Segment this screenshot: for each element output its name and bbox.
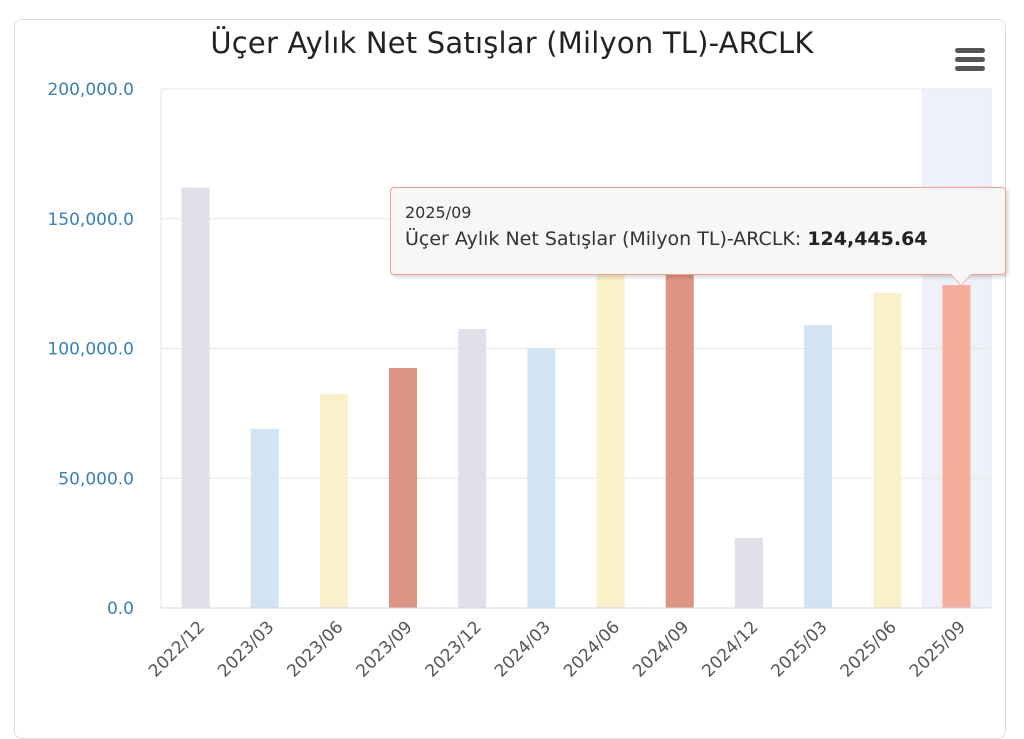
bar[interactable] xyxy=(804,325,833,608)
x-tick-label: 2022/12 xyxy=(145,617,209,681)
y-tick-label: 0.0 xyxy=(107,599,134,619)
tooltip-arrow-fill xyxy=(951,274,971,285)
x-tick-label: 2025/03 xyxy=(768,617,832,681)
x-tick-label: 2024/12 xyxy=(698,617,762,681)
bar[interactable] xyxy=(250,428,279,608)
x-tick-label: 2023/09 xyxy=(353,617,417,681)
x-tick-label: 2023/03 xyxy=(214,617,278,681)
hamburger-menu-icon[interactable] xyxy=(952,44,988,76)
y-tick-label: 100,000.0 xyxy=(47,340,134,360)
bar[interactable] xyxy=(389,367,418,608)
bar[interactable] xyxy=(665,244,694,608)
x-tick-label: 2025/06 xyxy=(837,617,901,681)
bar[interactable] xyxy=(181,187,210,609)
x-tick-label: 2023/06 xyxy=(283,617,347,681)
bar[interactable] xyxy=(527,348,556,609)
y-tick-label: 200,000.0 xyxy=(47,80,134,100)
x-tick-label: 2024/09 xyxy=(629,617,693,681)
bar[interactable] xyxy=(873,292,902,608)
x-tick-label: 2024/03 xyxy=(491,617,555,681)
chart-tooltip: 2025/09 Üçer Aylık Net Satışlar (Milyon … xyxy=(390,187,1006,275)
x-tick-label: 2025/09 xyxy=(906,617,970,681)
x-tick-label: 2023/12 xyxy=(422,617,486,681)
tooltip-value-line: Üçer Aylık Net Satışlar (Milyon TL)-ARCL… xyxy=(405,224,991,254)
tooltip-category: 2025/09 xyxy=(405,203,472,222)
bar[interactable] xyxy=(596,251,625,608)
tooltip-series-label: Üçer Aylık Net Satışlar (Milyon TL)-ARCL… xyxy=(405,228,802,250)
bar[interactable] xyxy=(458,329,487,608)
x-tick-label: 2024/06 xyxy=(560,617,624,681)
bar[interactable] xyxy=(319,393,348,608)
chart-title: Üçer Aylık Net Satışlar (Milyon TL)-ARCL… xyxy=(210,26,814,60)
bar[interactable] xyxy=(942,285,971,608)
y-tick-label: 50,000.0 xyxy=(58,469,134,489)
chart-container xyxy=(14,19,1006,739)
bar[interactable] xyxy=(734,537,763,608)
y-tick-label: 150,000.0 xyxy=(47,210,134,230)
tooltip-value: 124,445.64 xyxy=(807,228,928,250)
